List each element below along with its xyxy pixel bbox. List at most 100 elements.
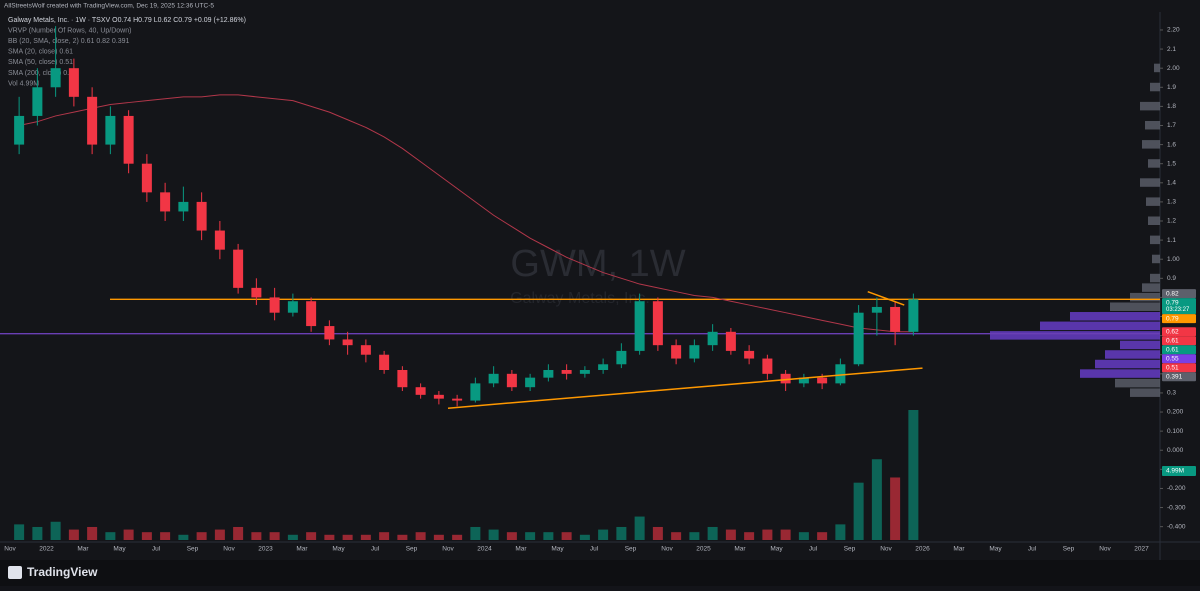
- x-tick-label: Nov: [442, 546, 454, 553]
- volume-bar: [160, 532, 171, 540]
- profile-bar: [1115, 378, 1160, 388]
- x-tick-label: Sep: [1063, 546, 1075, 553]
- volume-bar: [853, 482, 864, 540]
- candle-body: [196, 201, 207, 231]
- volume-label: 4.99M: [1166, 468, 1184, 475]
- profile-bar: [1130, 292, 1160, 302]
- y-tick-label: 0.200: [1167, 409, 1184, 416]
- candle-body: [251, 287, 262, 298]
- volume-label-box: [1162, 466, 1196, 476]
- volume-bar: [141, 532, 152, 540]
- profile-bar: [1150, 273, 1160, 283]
- x-tick-label: Nov: [880, 546, 892, 553]
- y-tick-label: 1.2: [1167, 218, 1176, 225]
- volume-bar: [762, 529, 773, 540]
- profile-bar: [1040, 321, 1160, 331]
- candle-body: [105, 115, 116, 145]
- volume-bar: [306, 532, 317, 540]
- candle-body: [306, 301, 317, 327]
- x-tick-label: Mar: [734, 546, 746, 553]
- volume-bar: [269, 532, 280, 540]
- y-tick-label: 2.00: [1167, 65, 1180, 72]
- candle-body: [525, 377, 536, 388]
- price-label: 0.391: [1166, 374, 1183, 381]
- volume-bar: [214, 529, 225, 540]
- x-tick-label: Sep: [406, 546, 418, 553]
- candle-body: [470, 383, 481, 401]
- y-tick-label: 1.00: [1167, 256, 1180, 263]
- y-tick-label: 2.1: [1167, 46, 1176, 53]
- y-tick-label: 1.5: [1167, 160, 1176, 167]
- volume-bar: [835, 524, 846, 540]
- volume-bar: [579, 534, 590, 540]
- legend-line: SMA (50, close) 0.51: [8, 59, 73, 66]
- candle-body: [397, 370, 408, 388]
- brand-logo: [8, 566, 22, 579]
- profile-bar: [1152, 254, 1160, 264]
- price-label-box: [1162, 336, 1196, 346]
- profile-bar: [1120, 340, 1160, 350]
- y-tick-label: 0.100: [1167, 428, 1184, 435]
- profile-bar: [1080, 369, 1160, 378]
- y-tick-label: 1.7: [1167, 122, 1176, 129]
- y-tick-label: 0.000: [1167, 447, 1184, 454]
- volume-bar: [324, 534, 335, 540]
- volume-bar: [360, 534, 371, 540]
- candle-body: [634, 301, 645, 351]
- candle-body: [233, 249, 244, 288]
- x-tick-label: Nov: [661, 546, 673, 553]
- x-tick-label: Jul: [590, 546, 599, 553]
- candle-body: [853, 312, 864, 365]
- candle-body: [87, 96, 98, 145]
- candle-body: [123, 115, 134, 164]
- candle-body: [835, 364, 846, 384]
- volume-bar: [379, 532, 390, 540]
- candle-body: [506, 373, 517, 388]
- x-tick-label: 2027: [1134, 546, 1149, 553]
- x-tick-label: 2023: [258, 546, 273, 553]
- volume-bar: [433, 534, 444, 540]
- sma-200: [19, 94, 914, 333]
- volume-bar: [32, 526, 43, 540]
- volume-bar: [488, 529, 499, 540]
- volume-bar: [652, 526, 663, 540]
- x-tick-label: 2025: [696, 546, 711, 553]
- candle-body: [50, 68, 61, 88]
- profile-bar: [1140, 101, 1160, 111]
- candle-body: [616, 350, 627, 365]
- candle-body: [762, 358, 773, 374]
- volume-bar: [744, 532, 755, 540]
- volume-bar: [671, 532, 682, 540]
- volume-bar: [50, 521, 61, 540]
- trendline: [867, 290, 905, 306]
- candle-body: [488, 373, 499, 384]
- candle-body: [433, 394, 444, 399]
- legend-line: BB (20, SMA, close, 2) 0.61 0.82 0.391: [8, 38, 130, 45]
- price-label: 0.55: [1166, 356, 1179, 363]
- volume-bar: [707, 526, 718, 540]
- candle-body: [178, 201, 189, 212]
- volume-bar: [196, 532, 207, 540]
- x-tick-label: May: [113, 546, 126, 553]
- volume-bar: [798, 532, 809, 540]
- volume-bar: [561, 532, 572, 540]
- countdown: 03:23:27: [1166, 307, 1190, 313]
- candle-body: [817, 377, 828, 384]
- candle-body: [561, 370, 572, 374]
- profile-bar: [1145, 120, 1160, 130]
- candle-body: [342, 339, 353, 346]
- candle-body: [360, 345, 371, 355]
- x-tick-label: May: [332, 546, 345, 553]
- volume-bar: [14, 524, 25, 540]
- volume-bar: [634, 516, 645, 540]
- x-tick-label: Mar: [515, 546, 527, 553]
- x-tick-label: Nov: [1099, 546, 1111, 553]
- candle-body: [543, 370, 554, 378]
- candle-body: [671, 345, 682, 359]
- y-tick-label: 1.8: [1167, 103, 1176, 110]
- profile-bar: [1142, 283, 1160, 292]
- candle-body: [160, 192, 171, 212]
- candle-body: [871, 306, 882, 313]
- volume-bar: [342, 534, 353, 540]
- legend-line: SMA (200, close) 0.62: [8, 70, 77, 77]
